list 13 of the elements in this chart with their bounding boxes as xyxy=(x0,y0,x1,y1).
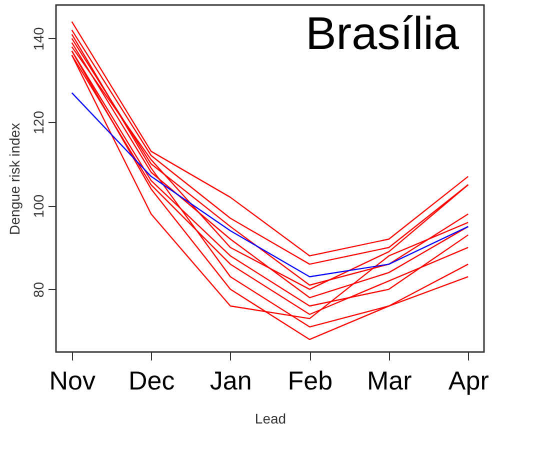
x-tick-label: Nov xyxy=(49,366,96,396)
x-tick-label: Apr xyxy=(448,366,490,396)
y-tick-label: 100 xyxy=(30,194,46,218)
x-tick-label: Mar xyxy=(367,366,412,396)
y-tick-label: 120 xyxy=(30,110,46,134)
y-tick-label: 80 xyxy=(30,282,46,298)
x-tick-label: Jan xyxy=(210,366,252,396)
x-axis-title: Lead xyxy=(254,410,286,426)
chart-title: Brasília xyxy=(306,7,460,59)
y-tick-label: 140 xyxy=(30,27,46,51)
x-tick-label: Feb xyxy=(288,366,333,396)
x-tick-label: Dec xyxy=(128,366,175,396)
y-axis-title: Dengue risk index xyxy=(6,122,22,236)
